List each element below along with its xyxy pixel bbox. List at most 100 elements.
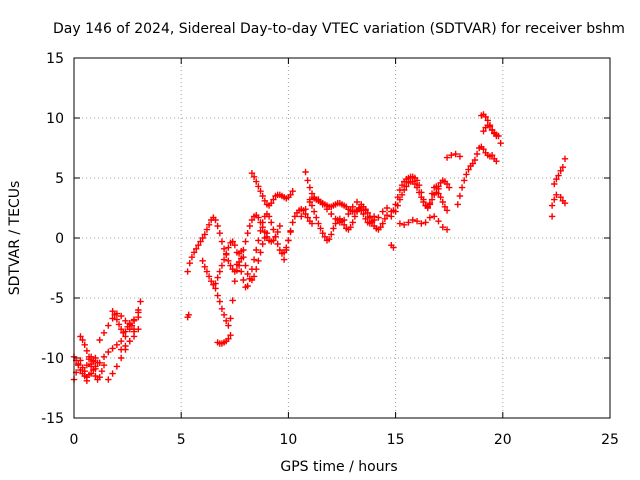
data-point <box>319 230 326 237</box>
data-point <box>304 177 311 184</box>
data-point <box>461 177 468 184</box>
data-point <box>130 333 138 340</box>
data-point <box>405 219 412 226</box>
y-tick-label: -10 <box>41 351 64 367</box>
series-arc18 <box>306 196 378 244</box>
data-point <box>443 180 451 188</box>
data-point <box>553 176 560 183</box>
data-point <box>435 190 442 197</box>
data-point <box>83 374 91 381</box>
data-point <box>225 257 232 264</box>
data-point <box>443 154 451 161</box>
data-point <box>87 370 95 377</box>
data-point <box>77 333 84 340</box>
data-point <box>225 335 232 342</box>
data-point <box>375 214 382 221</box>
data-point <box>259 192 266 200</box>
data-point <box>218 238 226 245</box>
data-point <box>456 192 464 200</box>
series-arc23 <box>435 177 453 191</box>
data-point <box>415 189 423 196</box>
x-tick-label: 15 <box>387 432 405 448</box>
data-point <box>276 222 284 230</box>
data-point <box>285 237 292 244</box>
data-point <box>130 316 138 323</box>
data-point <box>439 198 446 206</box>
data-point <box>379 208 386 215</box>
data-point <box>360 210 367 218</box>
data-point <box>195 242 202 249</box>
data-point <box>551 180 558 188</box>
data-point <box>246 222 254 230</box>
data-point <box>306 196 314 203</box>
series-arc10 <box>184 212 284 275</box>
data-point <box>426 214 434 221</box>
series-arc31 <box>548 213 556 220</box>
data-point <box>185 311 192 318</box>
data-point <box>218 262 226 269</box>
data-point <box>216 268 223 275</box>
data-point <box>428 196 436 203</box>
y-tick-label: 5 <box>55 171 64 187</box>
series-arc02 <box>70 353 101 377</box>
data-point <box>370 213 378 220</box>
data-point <box>304 214 311 221</box>
data-point <box>289 188 296 195</box>
data-point <box>488 126 496 134</box>
data-point <box>220 311 228 318</box>
data-point <box>135 314 142 321</box>
data-point <box>418 194 425 201</box>
data-point <box>555 172 562 179</box>
series-arc20 <box>392 178 451 215</box>
data-point <box>203 226 211 233</box>
data-point <box>96 359 103 366</box>
data-point <box>188 254 196 261</box>
data-point <box>561 155 569 162</box>
data-point <box>265 213 273 220</box>
data-point <box>409 216 416 224</box>
data-point <box>197 238 204 245</box>
data-point <box>349 203 356 210</box>
data-point <box>559 164 567 171</box>
data-point <box>109 308 116 315</box>
data-point <box>227 262 234 269</box>
data-point <box>201 263 208 270</box>
data-point <box>235 258 243 266</box>
x-tick-label: 25 <box>601 432 619 448</box>
data-point <box>248 170 256 177</box>
data-point <box>446 184 453 191</box>
y-tick-label: 10 <box>46 111 64 127</box>
data-point <box>377 224 384 231</box>
data-point <box>83 362 91 369</box>
data-point <box>270 196 277 203</box>
series-arc09 <box>184 311 192 321</box>
data-point <box>137 298 144 305</box>
data-point <box>276 246 284 254</box>
data-point <box>439 224 446 231</box>
data-point <box>257 249 264 256</box>
data-point <box>203 268 211 275</box>
data-point <box>229 297 236 304</box>
data-point <box>287 227 294 234</box>
data-point <box>557 194 564 201</box>
data-point <box>561 200 569 207</box>
data-point <box>308 220 316 227</box>
y-tick-label: -5 <box>50 291 64 307</box>
data-point <box>199 234 206 242</box>
data-point <box>259 219 266 226</box>
data-point <box>92 354 99 362</box>
data-point <box>394 202 401 209</box>
data-point <box>212 216 219 224</box>
data-point <box>298 213 305 220</box>
data-point <box>328 231 335 238</box>
data-point <box>261 234 269 242</box>
data-point <box>184 268 191 275</box>
data-point <box>117 354 125 362</box>
data-point <box>255 214 262 221</box>
data-point <box>263 230 271 237</box>
data-point <box>358 201 365 208</box>
data-point <box>128 322 136 329</box>
data-point <box>325 236 333 243</box>
data-point <box>81 341 88 348</box>
